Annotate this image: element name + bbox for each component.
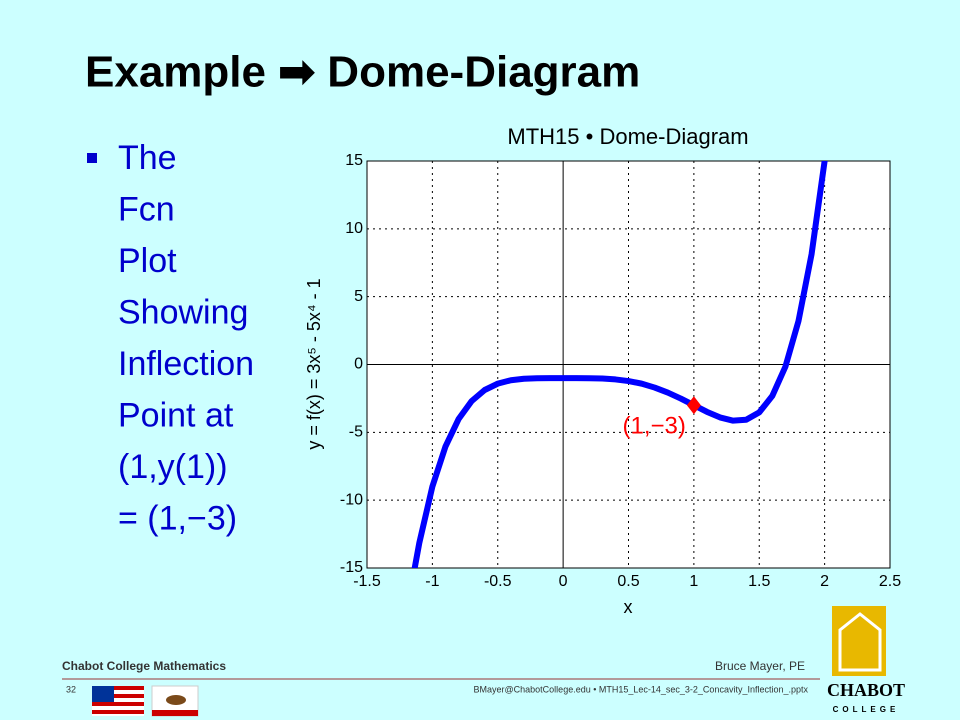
logo-name: CHABOT [827, 680, 905, 700]
x-tick-label: 0 [559, 573, 568, 590]
x-tick-label: 2.5 [879, 573, 901, 590]
y-tick-label: 5 [354, 288, 363, 305]
inflection-label: (1,−3) [623, 413, 686, 440]
y-tick-label: -10 [340, 491, 363, 508]
x-tick-label: 1.5 [748, 573, 770, 590]
y-tick-label: 0 [354, 356, 363, 373]
logo: CHABOT COLLEGE [827, 606, 905, 714]
footer-file: BMayer@ChabotCollege.edu • MTH15_Lec-14_… [474, 684, 809, 694]
page-number: 32 [66, 684, 76, 694]
inflection-marker [686, 396, 701, 415]
x-tick-label: 0.5 [617, 573, 639, 590]
footer-right: Bruce Mayer, PE [715, 659, 805, 673]
bullet-line: (1,y(1)) [118, 448, 228, 486]
footer-left: Chabot College Mathematics [62, 659, 226, 673]
x-tick-label: 2 [820, 573, 829, 590]
bullet-line: Point at [118, 396, 234, 434]
x-tick-label: -1 [425, 573, 439, 590]
slide-title: Example ➡ Dome-Diagram [85, 48, 640, 97]
y-tick-label: 15 [345, 152, 363, 169]
bullet-line: Showing [118, 293, 248, 331]
x-tick-label: -1.5 [353, 573, 381, 590]
california-flag [151, 685, 199, 717]
us-flag [92, 686, 144, 716]
chart: -1.5 -1 -0.5 0 0.5 1 1.5 2 2.5 -15 -10 -5 0 5 10 15 (1,−… [340, 152, 901, 590]
bullet-line: Plot [118, 242, 177, 280]
logo-sub: COLLEGE [833, 705, 900, 714]
x-tick-label: 1 [689, 573, 698, 590]
bullet-line: Fcn [118, 190, 175, 228]
curve [411, 161, 828, 568]
x-tick-label: -0.5 [484, 573, 512, 590]
y-axis-label: y = f(x) = 3x⁵ - 5x⁴ - 1 [304, 278, 324, 449]
chart-title: MTH15 • Dome-Diagram [507, 124, 748, 149]
y-tick-label: -5 [349, 424, 363, 441]
bullet-line: Inflection [118, 345, 254, 383]
bullet-text: The Fcn Plot Showing Inflection Point at (1,y(… [118, 139, 254, 538]
y-tick-label: 10 [345, 220, 363, 237]
bullet [87, 153, 97, 163]
bullet-line: The [118, 139, 177, 177]
x-axis-label: x [624, 597, 633, 617]
y-tick-label: -15 [340, 559, 363, 576]
bullet-line: = (1,−3) [118, 499, 237, 537]
